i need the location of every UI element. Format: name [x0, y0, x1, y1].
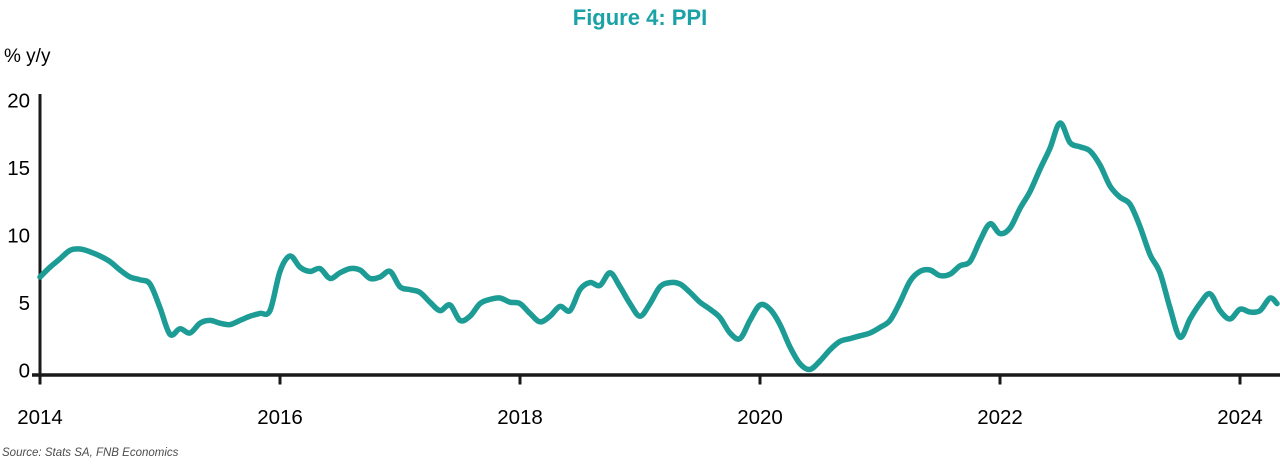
- y-axis-tick-label: 15: [7, 157, 30, 180]
- y-axis-tick-label: 10: [7, 225, 30, 248]
- x-axis-tick-label: 2020: [737, 406, 783, 429]
- x-axis-tick-label: 2014: [17, 406, 63, 429]
- y-axis-tick-label: 5: [19, 292, 30, 315]
- y-axis-tick-label: 20: [7, 90, 30, 113]
- x-axis-tick-label: 2018: [497, 406, 543, 429]
- x-axis-tick-label: 2016: [257, 406, 303, 429]
- chart-title: Figure 4: PPI: [572, 5, 708, 30]
- y-axis-unit-label: % y/y: [4, 46, 51, 67]
- x-axis-tick-label: 2022: [977, 406, 1023, 429]
- x-axis-tick-label: 2024: [1217, 406, 1263, 429]
- y-axis-tick-label: 0: [19, 360, 30, 383]
- ppi-series-line: [37, 120, 1280, 373]
- source-note: Source: Stats SA, FNB Economics: [2, 447, 179, 459]
